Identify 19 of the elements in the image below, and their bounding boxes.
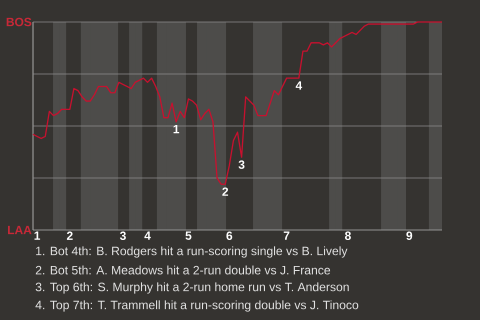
x-tick-label: 9 — [406, 232, 412, 240]
text: 3. Top 6th: S. Murphy hit a 2-run home run vs T. Anderson — [36, 282, 349, 294]
x-tick-label: 6 — [226, 232, 232, 240]
text: 4. Top 7th: T. Trammell hit a run-scoring double vs J. Tinoco — [35, 300, 358, 312]
x-tick-label: 5 — [185, 232, 192, 240]
x-tick-label: 7 — [284, 232, 290, 240]
x-tick-label: 2 — [66, 232, 73, 240]
annotation: 3 — [238, 160, 244, 169]
text: 1. Bot 4th: B. Rodgers hit a run-scoring single vs B. Lively — [36, 246, 348, 258]
text: LAA — [8, 226, 32, 234]
annotation: 2 — [222, 187, 228, 196]
x-tick-label: 3 — [120, 232, 126, 240]
annotation: 1 — [174, 125, 180, 134]
x-tick-label: 1 — [34, 232, 40, 240]
x-tick-label: 8 — [344, 232, 351, 240]
text: 2. Bot 5th: A. Meadows hit a 2-run double vs J. France — [36, 266, 330, 274]
annotation: 4 — [296, 81, 302, 90]
x-tick-label: 4 — [144, 232, 151, 240]
text: BOS — [6, 18, 32, 26]
